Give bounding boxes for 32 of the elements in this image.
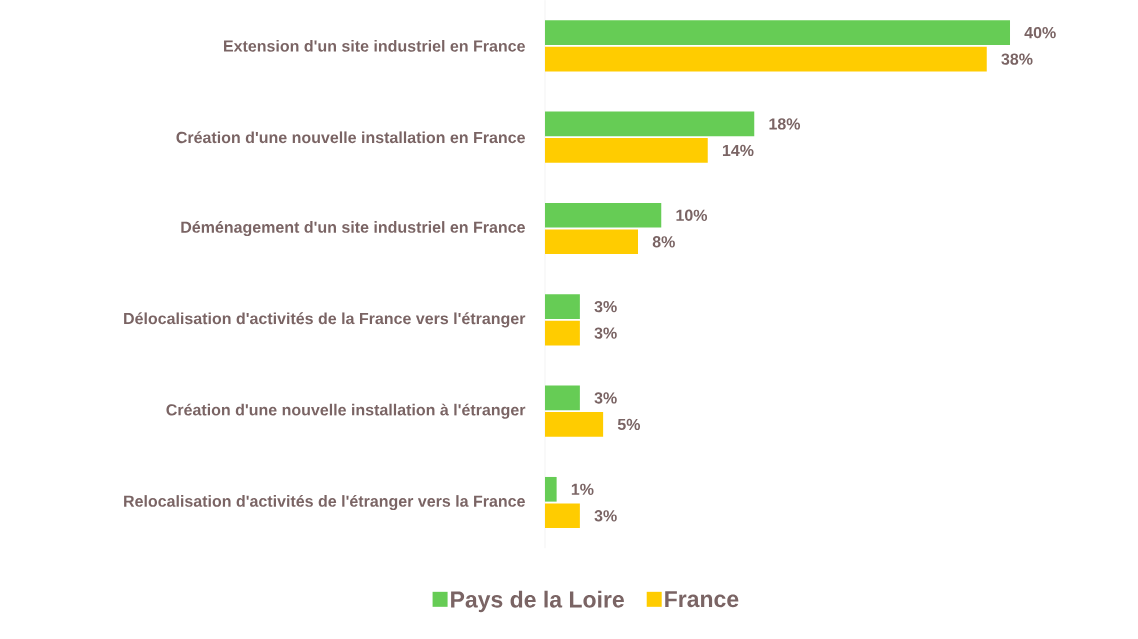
bar (545, 503, 580, 529)
bar (545, 385, 580, 411)
bar (545, 111, 755, 137)
y-tick-label: Création d'une nouvelle installation en France (176, 131, 525, 144)
bar (545, 294, 580, 319)
legend-label: Pays de la Loire (451, 590, 624, 613)
data-label: 5% (617, 418, 641, 430)
y-tick-label: Délocalisation d'activités de la France vers l'étranger (124, 312, 526, 328)
y-tick-label: Relocalisation d'activités de l'étranger vers la France (124, 494, 525, 510)
bar (545, 412, 604, 437)
bar (545, 138, 708, 163)
data-label: 1% (571, 483, 594, 495)
bar (545, 229, 638, 255)
bar (545, 46, 987, 72)
data-label: 40% (1024, 26, 1056, 39)
data-label: 3% (594, 300, 617, 313)
data-label: 18% (769, 118, 801, 130)
bar (545, 320, 580, 346)
y-tick-label: Déménagement d'un site industriel en France (181, 220, 525, 236)
legend-label: France (665, 591, 739, 608)
data-label: 8% (652, 236, 675, 248)
data-label: 3% (594, 510, 617, 522)
bar (545, 476, 557, 502)
y-tick-label: Création d'une nouvelle installation à l'étranger (166, 403, 526, 419)
data-label: 3% (594, 327, 617, 339)
bar (545, 202, 662, 228)
data-label: 10% (676, 209, 708, 221)
y-tick-label: Extension d'un site industriel en France (224, 39, 525, 52)
data-label: 38% (1001, 53, 1033, 65)
data-label: 3% (594, 392, 617, 404)
data-label: 14% (722, 144, 754, 156)
bar (545, 20, 1011, 45)
